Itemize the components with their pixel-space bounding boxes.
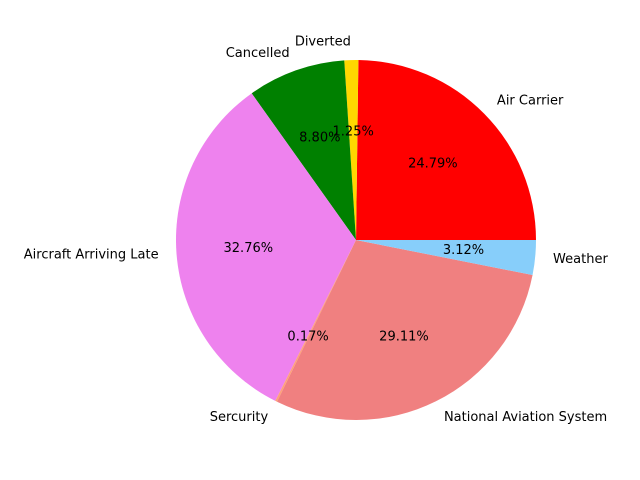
slice-weather	[356, 240, 537, 276]
pct-label-aircraft-arriving-late: 32.76%	[224, 241, 274, 256]
pie-labels: 24.79% Air Carrier 1.25% Diverted 8.80% Cance…	[24, 35, 609, 425]
category-label-air-carrier: Air Carrier	[497, 93, 564, 108]
category-label-cancelled: Cancelled	[226, 46, 290, 61]
pct-label-national-aviation-system: 29.11%	[379, 329, 429, 344]
slice-aircraft-arriving-late	[176, 93, 356, 401]
slice-sercurity	[275, 240, 356, 402]
pct-label-cancelled: 8.80%	[299, 131, 340, 146]
slice-cancelled	[251, 60, 356, 241]
slice-diverted	[344, 60, 359, 241]
category-label-weather: Weather	[553, 252, 608, 267]
slice-air-carrier	[356, 60, 536, 240]
slice-national-aviation-system	[277, 240, 533, 420]
category-label-diverted: Diverted	[295, 35, 351, 50]
pct-label-sercurity: 0.17%	[287, 329, 328, 344]
category-label-national-aviation-system: National Aviation System	[444, 410, 607, 425]
pct-label-weather: 3.12%	[443, 243, 484, 258]
category-label-sercurity: Sercurity	[210, 410, 269, 425]
pie-slices	[176, 60, 537, 420]
category-label-aircraft-arriving-late: Aircraft Arriving Late	[24, 248, 159, 263]
pct-label-air-carrier: 24.79%	[408, 157, 458, 172]
pct-label-diverted: 1.25%	[333, 125, 374, 140]
